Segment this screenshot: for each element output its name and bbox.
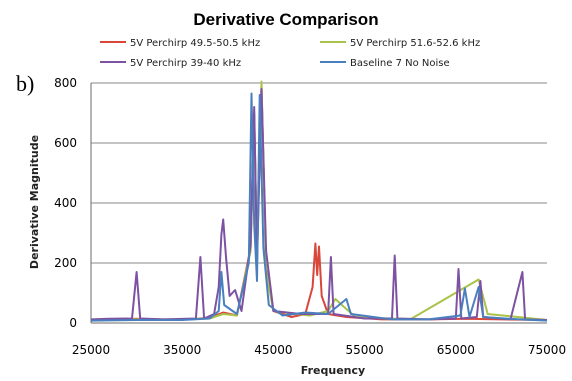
y-tick-label: 200 [54,256,77,270]
x-tick-label: 45000 [254,343,292,357]
x-tick-label: 65000 [437,343,475,357]
series-line-3 [90,88,548,321]
legend-label: 5V Perchirp 51.6-52.6 kHz [350,38,480,49]
y-tick-label: 400 [54,196,77,210]
legend-label: 5V Perchirp 49.5-50.5 kHz [130,38,260,49]
series-line-2 [90,80,548,321]
plot-area [90,80,548,322]
x-tick-label: 25000 [72,343,110,357]
x-tick-label: 75000 [528,343,566,357]
legend: 5V Perchirp 49.5-50.5 kHz 5V Perchirp 51.… [100,38,480,69]
panel-label: b) [16,71,34,96]
x-tick-labels: 25000 35000 45000 55000 65000 75000 [72,343,566,357]
x-tick-label: 55000 [346,343,384,357]
legend-label: 5V Perchirp 39-40 kHz [130,58,241,69]
axes [90,83,547,324]
gridlines [91,82,547,264]
x-tick-label: 35000 [163,343,201,357]
y-tick-labels: 0 200 400 600 800 [54,76,77,330]
chart-title: Derivative Comparison [193,10,378,29]
legend-label: Baseline 7 No Noise [350,58,450,69]
y-tick-label: 800 [54,76,77,90]
y-tick-label: 0 [69,316,77,330]
series-line-4 [90,92,548,322]
x-axis-label: Frequency [301,364,365,377]
y-axis-label: Derivative Magnitude [28,135,41,269]
y-tick-label: 600 [54,136,77,150]
